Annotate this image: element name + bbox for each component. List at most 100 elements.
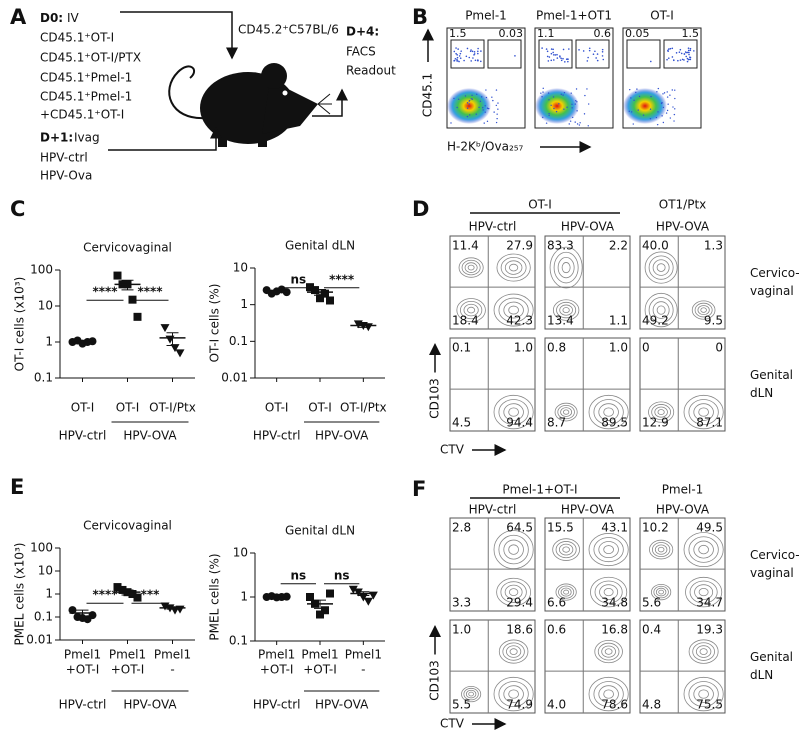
contour	[698, 587, 709, 597]
event-dot	[562, 48, 565, 51]
contour	[561, 262, 571, 274]
event-dot	[541, 47, 543, 49]
quadrant-value: 13.4	[547, 314, 574, 328]
contour	[656, 305, 666, 315]
contour	[590, 576, 628, 608]
event-dot	[542, 87, 544, 90]
y-tick-label: 100	[30, 263, 53, 277]
header-group: OT1/Ptx	[659, 198, 707, 212]
gate-value: 1.1	[537, 27, 555, 40]
event-dot	[480, 60, 482, 63]
event-dot	[586, 60, 589, 62]
header-group: OT-I	[528, 198, 552, 212]
event-dot	[470, 60, 472, 62]
event-dot	[689, 47, 692, 50]
event-dot	[548, 56, 551, 58]
panel-label: D	[412, 197, 429, 221]
gate	[575, 39, 610, 69]
data-point	[316, 294, 324, 303]
plot-title: Pmel-1	[465, 9, 507, 23]
contour	[656, 263, 666, 272]
contour	[496, 253, 531, 282]
contour	[588, 394, 629, 430]
event-dot	[686, 51, 689, 54]
contour	[562, 546, 570, 553]
data-point	[128, 590, 137, 598]
event-dot	[541, 96, 543, 98]
event-dot	[471, 98, 474, 100]
event-dot	[662, 121, 665, 124]
event-dot	[602, 58, 605, 61]
event-dot	[650, 95, 652, 98]
event-dot	[592, 53, 595, 56]
event-dot	[674, 97, 676, 100]
contour	[603, 407, 614, 417]
strain: CD45.2⁺C57BL/6	[238, 23, 339, 37]
event-dot	[485, 89, 487, 91]
d0-route: IV	[67, 11, 80, 25]
event-dot	[688, 53, 690, 56]
contour	[598, 403, 619, 421]
y-tick-label: 1	[240, 297, 248, 311]
density	[535, 88, 579, 124]
event-dot	[471, 50, 474, 53]
event-dot	[453, 59, 456, 62]
contour	[558, 585, 575, 599]
header-group: Pmel-1	[662, 483, 704, 497]
event-dot	[464, 95, 467, 97]
quadrant-value: 1.0	[452, 623, 471, 637]
contour	[588, 533, 629, 567]
event-dot	[569, 120, 572, 122]
column-label: HPV-OVA	[561, 220, 615, 234]
event-dot	[482, 106, 484, 109]
event-dot	[685, 51, 688, 54]
data-point	[311, 286, 319, 295]
event-dot	[474, 59, 477, 62]
gate	[450, 39, 485, 69]
contour	[463, 303, 479, 317]
quadrant-value: 19.3	[696, 623, 723, 637]
d4-line: Readout	[346, 64, 396, 78]
group-label: HPV-OVA	[315, 429, 369, 443]
event-dot	[472, 57, 474, 59]
quadrant-value: 49.5	[696, 521, 723, 535]
event-dot	[663, 92, 666, 94]
contour	[688, 399, 719, 426]
event-dot	[566, 106, 568, 108]
data-point	[316, 610, 324, 619]
event-dot	[547, 92, 550, 94]
contour	[509, 263, 519, 272]
x-tick-label: OT-I	[308, 401, 332, 415]
contour	[692, 642, 715, 661]
event-dot	[568, 123, 570, 125]
event-dot	[484, 111, 486, 113]
contour	[506, 645, 522, 658]
y-axis-label: CD103	[428, 378, 442, 419]
x-tick-label: OT-I/Ptx	[149, 401, 196, 415]
quadrant-value: 12.9	[642, 416, 669, 430]
event-dot	[460, 50, 462, 52]
x-tick-label: +OT-I	[111, 663, 145, 677]
significance-label: ns	[334, 568, 350, 582]
event-dot	[571, 116, 574, 119]
event-dot	[683, 53, 686, 55]
contour	[493, 394, 534, 430]
density	[447, 88, 491, 124]
event-dot	[550, 59, 553, 62]
event-dot	[491, 96, 493, 98]
contour	[694, 302, 713, 318]
event-dot	[453, 97, 455, 100]
plot-frame	[639, 619, 726, 714]
event-dot	[497, 102, 499, 104]
event-dot	[575, 88, 578, 90]
row-label: vaginal	[750, 566, 794, 580]
event-dot	[563, 91, 566, 94]
significance-label: ****	[137, 285, 163, 299]
plot-frame	[449, 235, 536, 330]
density	[623, 88, 667, 124]
data-point	[321, 606, 329, 615]
group-label: HPV-OVA	[315, 698, 369, 712]
x-tick-label: Pmel1	[301, 648, 338, 662]
event-dot	[558, 103, 560, 105]
